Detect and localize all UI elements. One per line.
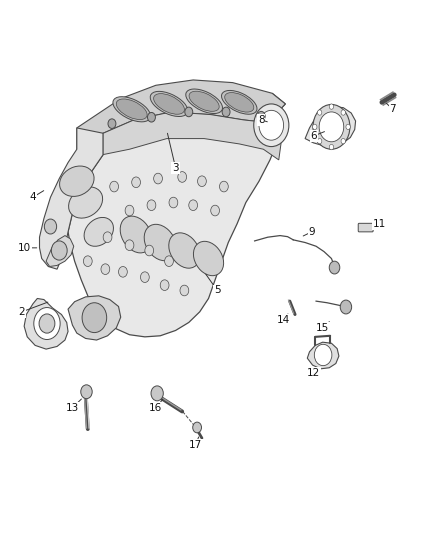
Text: 7: 7 [389, 104, 396, 114]
Polygon shape [46, 236, 74, 266]
Circle shape [222, 107, 230, 117]
Ellipse shape [185, 89, 222, 114]
Polygon shape [24, 298, 68, 349]
Circle shape [184, 107, 192, 117]
Polygon shape [307, 342, 338, 369]
Circle shape [160, 280, 169, 290]
Text: 5: 5 [213, 286, 220, 295]
Text: 14: 14 [276, 315, 289, 325]
Ellipse shape [153, 94, 184, 114]
Circle shape [340, 139, 345, 144]
Circle shape [151, 386, 163, 401]
Circle shape [180, 285, 188, 296]
Text: 17: 17 [188, 440, 201, 450]
Circle shape [101, 264, 110, 274]
Circle shape [312, 124, 316, 130]
Polygon shape [68, 296, 120, 340]
Circle shape [118, 266, 127, 277]
Circle shape [253, 104, 288, 147]
Circle shape [339, 300, 351, 314]
Text: 16: 16 [149, 403, 162, 413]
Circle shape [51, 241, 67, 260]
Text: 2: 2 [18, 307, 25, 317]
Circle shape [39, 314, 55, 333]
Circle shape [177, 172, 186, 182]
Circle shape [210, 205, 219, 216]
Ellipse shape [193, 241, 223, 276]
Circle shape [81, 385, 92, 399]
Circle shape [83, 256, 92, 266]
Circle shape [82, 303, 106, 333]
Circle shape [317, 110, 321, 115]
Circle shape [192, 422, 201, 433]
Polygon shape [68, 93, 285, 337]
Circle shape [125, 205, 134, 216]
Circle shape [147, 112, 155, 122]
Circle shape [140, 272, 149, 282]
Circle shape [257, 111, 265, 121]
Polygon shape [39, 128, 103, 269]
Circle shape [131, 177, 140, 188]
Circle shape [103, 232, 112, 243]
Polygon shape [103, 112, 280, 160]
Ellipse shape [116, 99, 147, 119]
Circle shape [153, 173, 162, 184]
Circle shape [328, 104, 333, 109]
Circle shape [317, 139, 321, 144]
Circle shape [44, 219, 57, 234]
Circle shape [314, 344, 331, 366]
Circle shape [197, 176, 206, 187]
Circle shape [169, 197, 177, 208]
Circle shape [328, 261, 339, 274]
Text: 11: 11 [372, 219, 385, 229]
Ellipse shape [144, 224, 176, 261]
Text: 4: 4 [29, 192, 36, 202]
Polygon shape [304, 107, 355, 146]
Ellipse shape [120, 216, 152, 253]
Text: 8: 8 [257, 115, 264, 125]
Circle shape [258, 110, 283, 140]
Circle shape [188, 200, 197, 211]
Ellipse shape [68, 187, 102, 218]
Circle shape [147, 200, 155, 211]
Circle shape [145, 245, 153, 256]
Ellipse shape [150, 91, 187, 117]
Text: 9: 9 [307, 227, 314, 237]
Text: 13: 13 [66, 403, 79, 413]
Text: 10: 10 [18, 243, 31, 253]
Text: 3: 3 [172, 163, 179, 173]
Ellipse shape [224, 93, 253, 112]
Circle shape [340, 110, 345, 115]
Polygon shape [77, 80, 285, 149]
Ellipse shape [84, 217, 113, 246]
Circle shape [108, 119, 116, 128]
Circle shape [312, 104, 349, 149]
Circle shape [328, 144, 333, 150]
Ellipse shape [113, 96, 150, 122]
Circle shape [345, 124, 350, 130]
Text: 6: 6 [310, 131, 317, 141]
Circle shape [318, 112, 343, 142]
Ellipse shape [168, 233, 200, 268]
Circle shape [164, 256, 173, 266]
Text: 12: 12 [307, 368, 320, 378]
Circle shape [110, 181, 118, 192]
Ellipse shape [221, 91, 256, 114]
Ellipse shape [60, 166, 94, 197]
Circle shape [34, 308, 60, 340]
FancyBboxPatch shape [357, 223, 372, 232]
Circle shape [219, 181, 228, 192]
Ellipse shape [189, 91, 219, 111]
Text: 15: 15 [315, 323, 328, 333]
Circle shape [125, 240, 134, 251]
